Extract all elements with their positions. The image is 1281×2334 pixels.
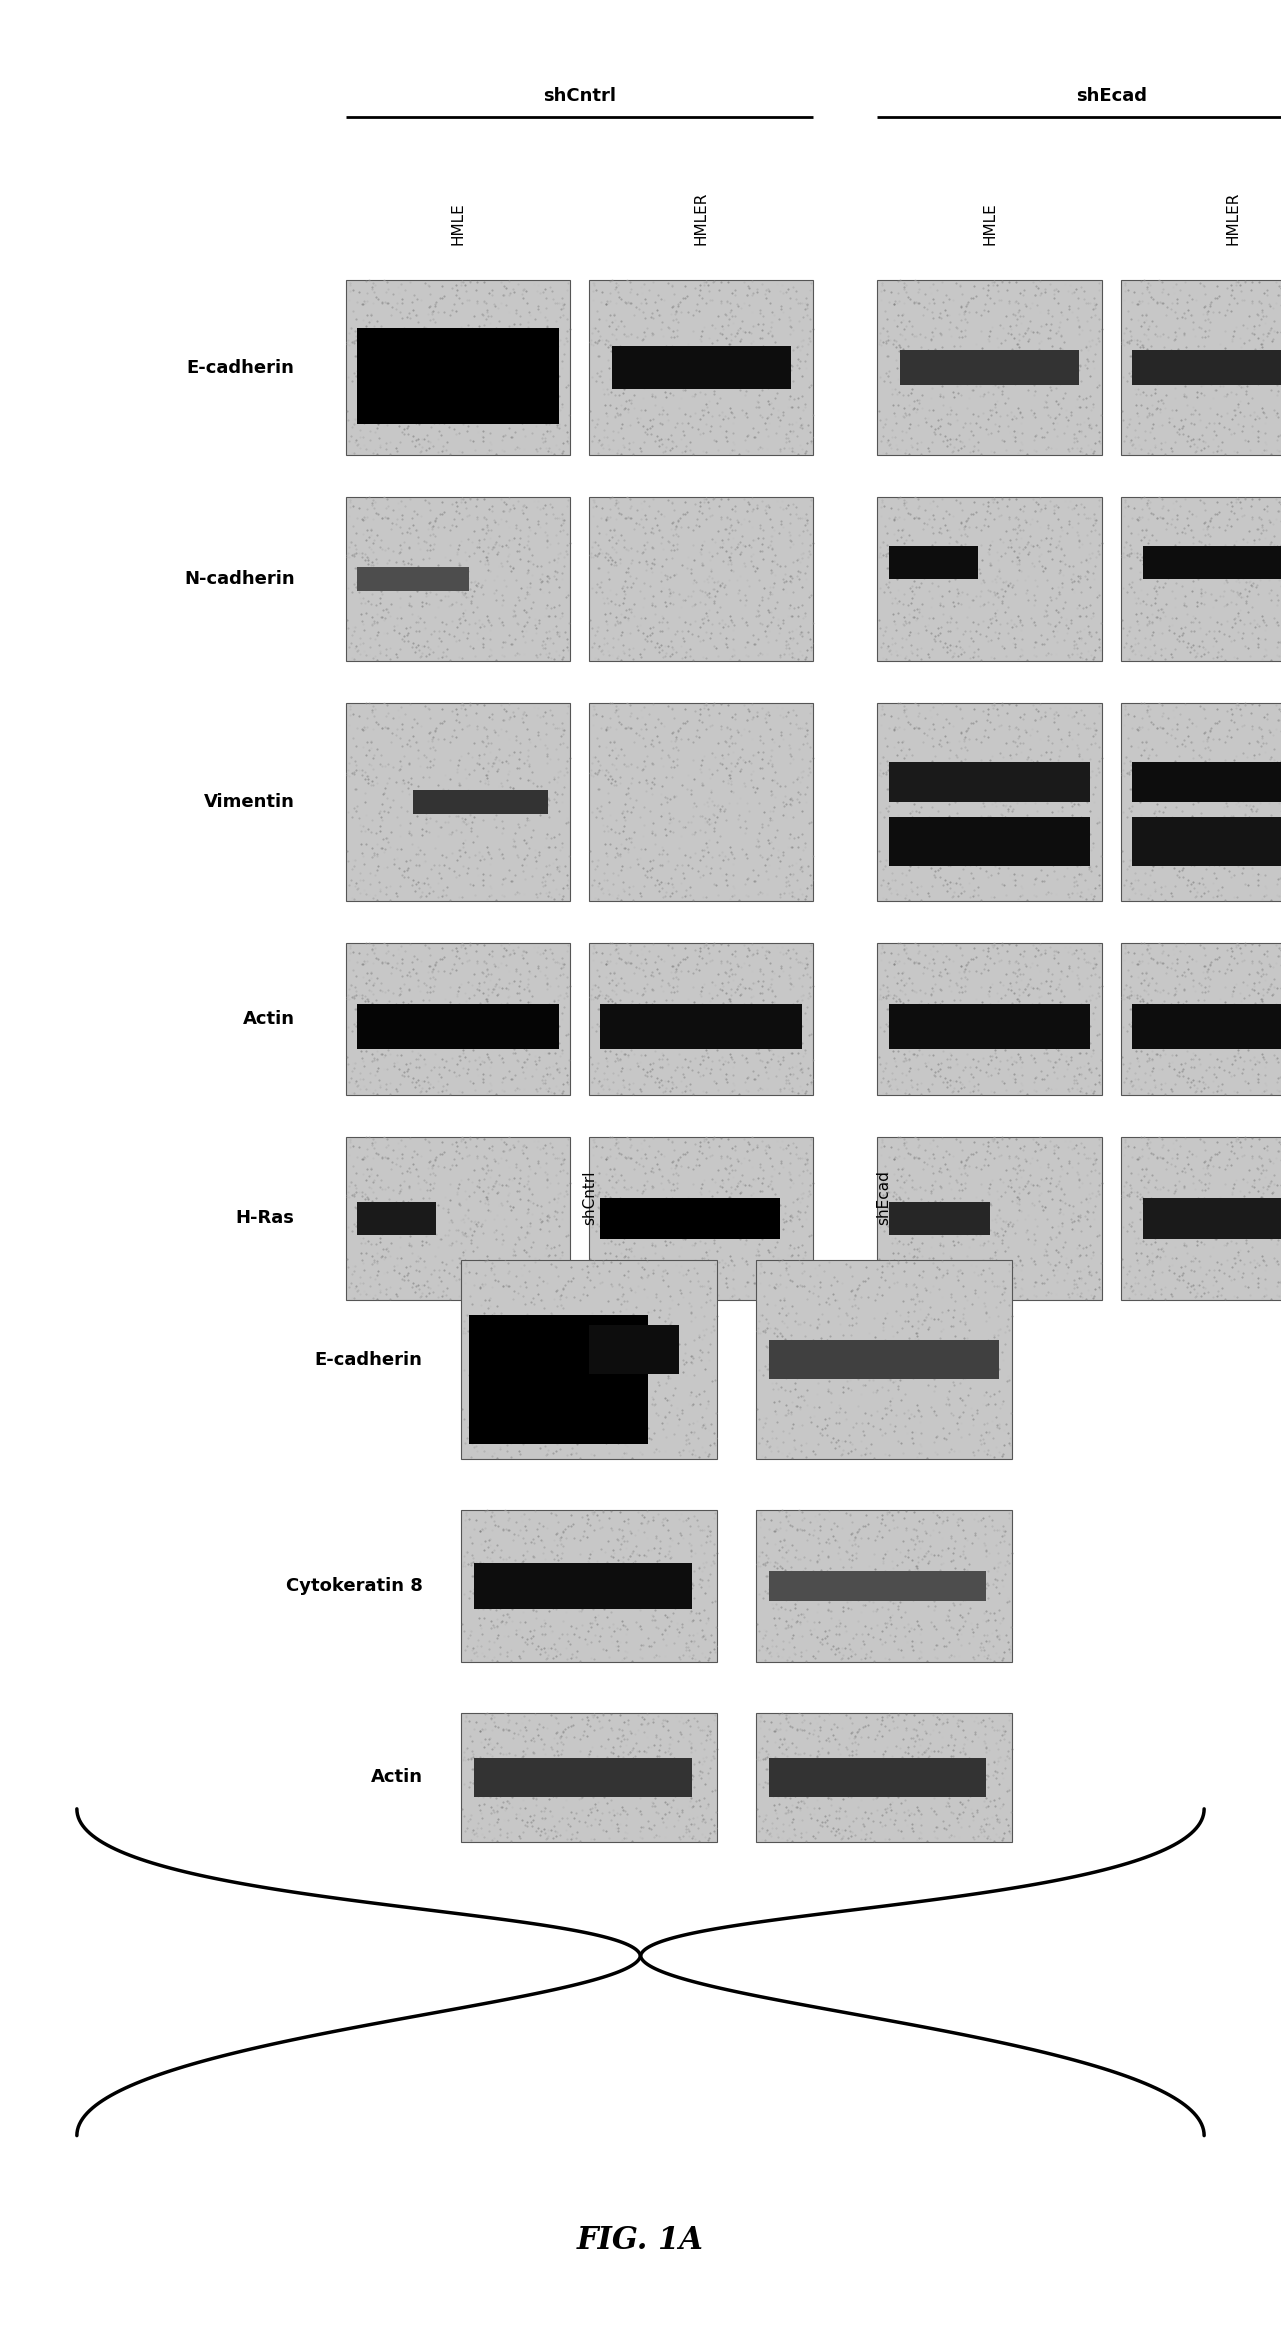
Bar <box>357 1004 559 1048</box>
Bar <box>877 280 1102 455</box>
Bar <box>346 703 570 901</box>
Bar <box>589 497 813 661</box>
Bar <box>589 943 813 1095</box>
Bar <box>769 1340 999 1379</box>
Bar <box>889 1004 1090 1048</box>
Bar <box>412 789 547 815</box>
Bar <box>474 1564 692 1608</box>
Text: E-cadherin: E-cadherin <box>315 1351 423 1368</box>
Text: shCntrl: shCntrl <box>543 86 616 105</box>
Text: H-Ras: H-Ras <box>236 1209 295 1228</box>
Bar <box>601 1004 802 1048</box>
Bar <box>346 497 570 661</box>
Text: E-cadherin: E-cadherin <box>187 359 295 376</box>
Bar <box>346 1137 570 1300</box>
Bar <box>589 703 813 901</box>
Bar <box>357 329 559 425</box>
Bar <box>769 1571 986 1601</box>
Text: FIG. 1A: FIG. 1A <box>576 2224 705 2257</box>
Bar <box>889 546 979 579</box>
Text: HMLE: HMLE <box>983 203 997 245</box>
Text: shEcad: shEcad <box>876 1169 892 1225</box>
Bar <box>1121 943 1281 1095</box>
Bar <box>346 943 570 1095</box>
Bar <box>877 1137 1102 1300</box>
Bar <box>469 1314 648 1445</box>
Bar <box>769 1758 986 1797</box>
Bar <box>1121 280 1281 455</box>
Bar <box>1121 703 1281 901</box>
Bar <box>1132 350 1281 385</box>
Text: N-cadherin: N-cadherin <box>184 569 295 588</box>
Text: shCntrl: shCntrl <box>582 1172 597 1225</box>
Bar <box>346 280 570 455</box>
Bar <box>589 1326 679 1375</box>
Bar <box>1132 817 1281 866</box>
Bar <box>1132 1004 1281 1048</box>
Bar <box>889 761 1090 801</box>
Bar <box>1121 1137 1281 1300</box>
Bar <box>756 1260 1012 1459</box>
Bar <box>1132 761 1281 801</box>
Bar <box>889 1202 990 1235</box>
Bar <box>877 703 1102 901</box>
Bar <box>589 280 813 455</box>
Bar <box>1143 546 1281 579</box>
Text: HMLER: HMLER <box>1226 191 1240 245</box>
Bar <box>357 1202 436 1235</box>
Text: Actin: Actin <box>370 1769 423 1786</box>
Bar <box>756 1510 1012 1662</box>
Bar <box>889 817 1090 866</box>
Text: Cytokeratin 8: Cytokeratin 8 <box>286 1578 423 1594</box>
Bar <box>877 497 1102 661</box>
Text: HMLE: HMLE <box>451 203 465 245</box>
Bar <box>877 943 1102 1095</box>
Bar <box>474 1758 692 1797</box>
Text: Actin: Actin <box>242 1011 295 1027</box>
Text: HMLER: HMLER <box>694 191 708 245</box>
Bar <box>461 1260 717 1459</box>
Bar <box>589 1137 813 1300</box>
Bar <box>461 1510 717 1662</box>
Text: shEcad: shEcad <box>1076 86 1146 105</box>
Text: Vimentin: Vimentin <box>204 794 295 810</box>
Bar <box>612 345 792 390</box>
Bar <box>1121 497 1281 661</box>
Bar <box>1143 1197 1281 1239</box>
Bar <box>357 567 469 591</box>
Bar <box>899 350 1079 385</box>
Bar <box>756 1713 1012 1842</box>
Bar <box>461 1713 717 1842</box>
Bar <box>601 1197 780 1239</box>
